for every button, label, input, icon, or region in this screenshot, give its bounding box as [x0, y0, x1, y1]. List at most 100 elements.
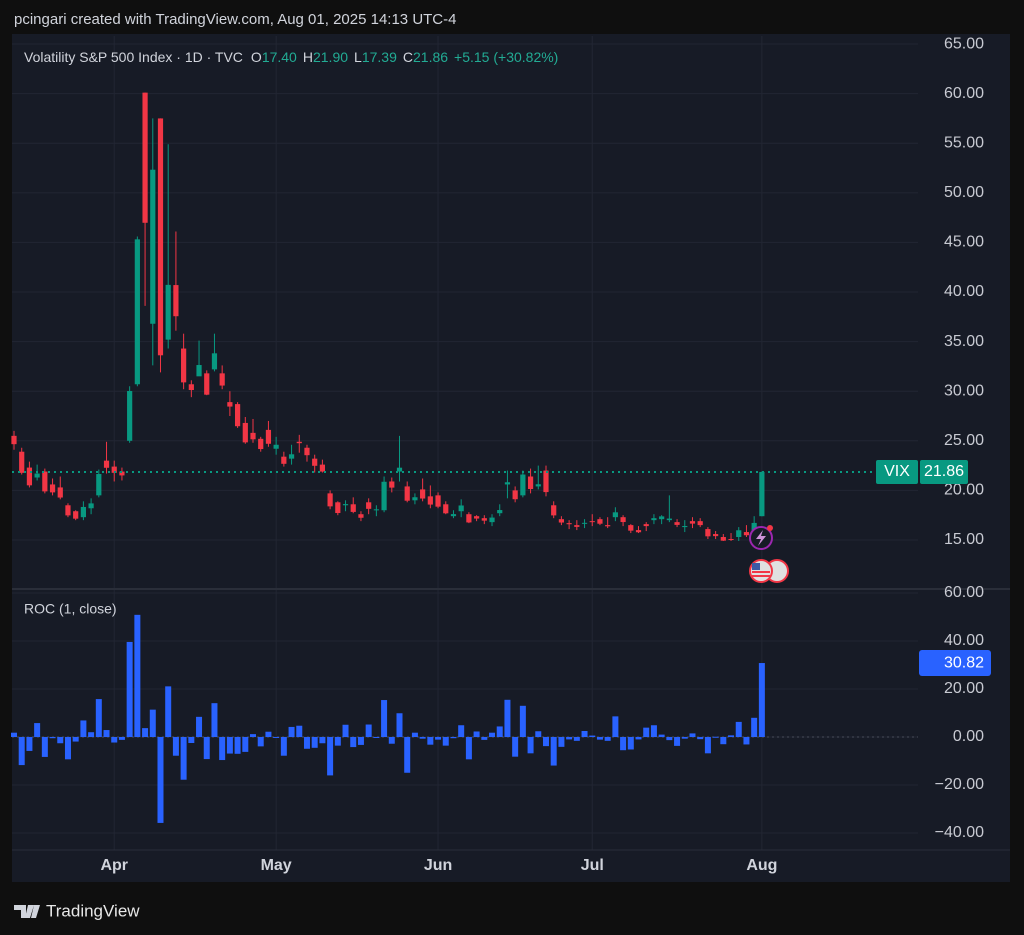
roc-bar	[581, 731, 588, 738]
candle-body	[34, 473, 40, 478]
roc-bar	[342, 724, 349, 738]
candle-body	[589, 521, 595, 523]
candle-body	[527, 476, 534, 490]
candle-body	[759, 471, 765, 517]
roc-bar	[165, 686, 172, 738]
candle-body	[103, 460, 110, 468]
candle-body	[566, 523, 572, 525]
y-tick-label: 30.00	[944, 382, 984, 399]
roc-tag-box	[919, 650, 991, 677]
candle-body	[227, 402, 233, 407]
candle-body	[211, 353, 218, 370]
candle-body	[296, 441, 302, 444]
candle-body	[427, 496, 433, 505]
roc-bar	[18, 737, 25, 766]
candle-body	[628, 525, 634, 531]
roc-bar	[103, 730, 110, 738]
roc-bar	[542, 737, 549, 747]
roc-tag-value: 30.82	[944, 654, 984, 671]
candle-body	[335, 502, 341, 514]
candle-body	[288, 454, 295, 459]
candle-body	[165, 284, 171, 340]
price-tag-value: 21.86	[924, 463, 964, 480]
candle-body	[659, 516, 665, 520]
roc-bar	[465, 737, 472, 760]
candle-body	[219, 373, 225, 386]
candle-body	[420, 489, 426, 499]
roc-bar	[666, 737, 673, 741]
candle-body	[134, 239, 140, 385]
candle-body	[728, 538, 734, 540]
y-tick-label: −20.00	[935, 776, 984, 793]
roc-bar	[49, 737, 56, 739]
x-tick-label: Jul	[581, 857, 604, 874]
price-tag-name: VIX	[884, 463, 910, 480]
roc-bar	[566, 737, 573, 740]
readout-value: 17.39	[362, 49, 397, 65]
candle-body	[697, 521, 703, 526]
candle-body	[481, 518, 487, 521]
roc-bar	[743, 737, 750, 745]
roc-bar	[265, 731, 272, 738]
roc-bar	[712, 736, 719, 738]
roc-bar	[311, 737, 318, 748]
candle-body	[612, 512, 618, 518]
roc-bar	[689, 733, 696, 738]
roc-bar	[211, 703, 218, 738]
roc-bar	[172, 737, 179, 756]
readout-key: L	[354, 49, 362, 65]
flag-stripe	[752, 571, 770, 573]
roc-bar	[157, 737, 164, 823]
candle-body	[250, 432, 256, 440]
brand-logo	[14, 905, 40, 918]
x-tick-label: May	[261, 857, 292, 874]
candle-body	[597, 519, 603, 524]
roc-bar	[643, 727, 650, 738]
roc-bar	[250, 734, 257, 738]
candle-body	[188, 384, 194, 391]
readout-key: H	[303, 49, 313, 65]
y-tick-label: 60.00	[944, 85, 984, 102]
candle-body	[173, 285, 179, 317]
lightning	[756, 530, 766, 546]
roc-bar	[396, 713, 403, 738]
roc-bar	[196, 716, 203, 738]
candle-body	[42, 471, 48, 492]
candle-body	[512, 490, 518, 500]
roc-bar	[226, 737, 233, 754]
roc-bar	[72, 737, 79, 742]
candle-body	[342, 504, 349, 506]
roc-bar	[142, 728, 149, 738]
roc-bar	[219, 737, 226, 761]
roc-bar	[674, 737, 681, 746]
candle-body	[674, 522, 680, 525]
roc-bar	[64, 737, 71, 760]
candle-body	[119, 471, 125, 476]
candle-body	[26, 467, 33, 486]
candle-body	[443, 504, 449, 514]
candle-body	[743, 532, 750, 536]
x-tick-label: Aug	[746, 857, 777, 874]
candle-body	[466, 514, 472, 523]
brand: TradingView	[14, 901, 140, 920]
y-tick-label: 25.00	[944, 432, 984, 449]
candle-body	[57, 487, 63, 498]
roc-bar	[489, 732, 496, 738]
roc-bar	[411, 732, 418, 738]
roc-bar	[257, 737, 264, 747]
candle-body	[350, 504, 356, 512]
y-tick-label: 40.00	[944, 283, 984, 300]
candle-body	[574, 525, 580, 527]
roc-bar	[550, 737, 557, 766]
roc-bar	[273, 737, 280, 739]
roc-bar	[327, 737, 334, 776]
roc-bar	[350, 737, 357, 748]
candle-body	[381, 481, 387, 511]
candle-body	[258, 438, 264, 450]
roc-bar	[435, 737, 442, 740]
roc-bar	[404, 737, 411, 773]
candle-body	[458, 505, 464, 512]
roc-bar	[118, 737, 125, 740]
y-tick-label: 55.00	[944, 134, 984, 151]
